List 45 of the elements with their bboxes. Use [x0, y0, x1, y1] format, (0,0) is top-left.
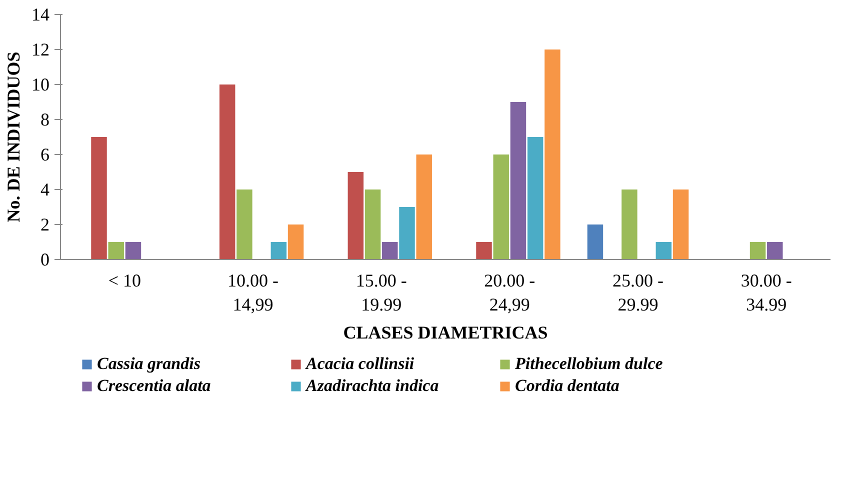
bar — [91, 137, 107, 260]
bar — [288, 224, 304, 260]
bar — [219, 84, 236, 260]
bar — [270, 242, 287, 260]
x-tick-label: 30.00 - 34.99 — [740, 270, 792, 314]
bar — [767, 242, 783, 260]
legend-label: Acacia collinsii — [306, 354, 416, 374]
y-tick-label: 0 — [40, 250, 50, 270]
bar — [672, 190, 689, 260]
x-tick-label: 20.00 - 24,99 — [484, 270, 536, 314]
bar — [364, 190, 381, 260]
bar — [656, 242, 672, 260]
legend-label: Pithecellobium dulce — [515, 354, 664, 374]
bar — [587, 224, 604, 260]
bar — [493, 154, 509, 260]
bar — [236, 190, 252, 260]
y-tick-label: 4 — [40, 180, 50, 200]
x-tick-label: 10.00 - 14,99 — [228, 270, 279, 314]
y-tick-label: 6 — [40, 144, 50, 164]
bar — [476, 242, 492, 260]
legend-label: Crescentia alata — [97, 376, 212, 396]
y-tick-label: 10 — [32, 74, 50, 94]
bar — [399, 207, 415, 260]
y-axis-title: No. DE INDIVIDUOS — [4, 52, 24, 222]
bar — [416, 154, 432, 260]
x-tick-label: < 10 — [108, 270, 141, 290]
x-tick-label: 25.00 - 29.99 — [612, 270, 664, 314]
legend-label: Cassia grandis — [97, 354, 202, 374]
x-axis-title: CLASES DIAMETRICAS — [343, 322, 548, 342]
x-tick-label: 15.00 - 19.99 — [356, 270, 407, 314]
bar — [544, 50, 560, 260]
legend-label: Azadirachta indica — [306, 376, 440, 396]
bar — [108, 242, 124, 260]
bar — [348, 172, 364, 260]
bar — [527, 137, 544, 260]
y-tick-label: 2 — [40, 214, 50, 234]
bar — [382, 242, 398, 260]
bar — [125, 242, 142, 260]
legend-label: Cordia dentata — [515, 376, 620, 396]
y-tick-label: 12 — [32, 40, 50, 60]
bar — [750, 242, 766, 260]
bar — [510, 102, 526, 260]
bar — [622, 190, 638, 260]
y-tick-label: 8 — [40, 110, 50, 130]
y-tick-label: 14 — [32, 4, 50, 24]
